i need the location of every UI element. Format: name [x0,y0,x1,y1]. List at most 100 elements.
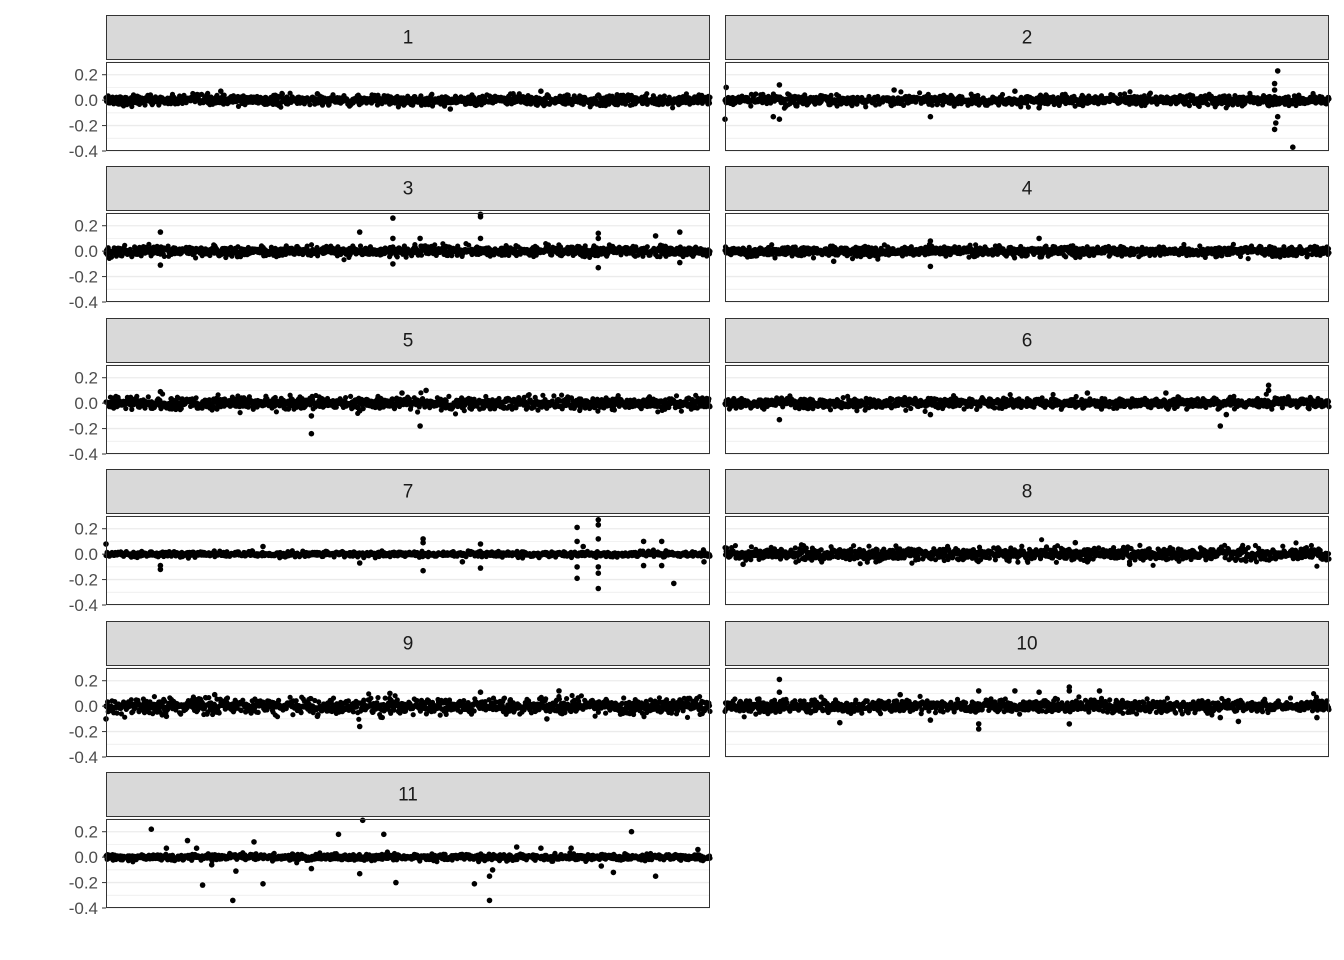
facet-panel-4: 4 [722,166,1332,303]
data-point-outlier [927,263,934,270]
data-point [565,92,571,98]
data-point [193,255,199,261]
data-point [215,392,221,398]
y-tick-label: -0.2 [69,268,98,287]
facet-strip-label: 3 [403,179,414,200]
data-point-outlier [830,258,837,265]
data-point [670,105,676,111]
data-point-outlier [1274,68,1281,74]
data-point [341,257,347,263]
data-point-outlier [595,230,602,237]
data-point [1245,256,1251,262]
data-point [418,252,425,258]
data-point-outlier [218,88,224,94]
facet-panel-2: 2 [722,15,1332,152]
data-point-outlier [677,259,683,266]
data-points [103,88,713,112]
data-point [418,93,424,99]
data-point-outlier [595,264,602,271]
data-point [1012,255,1018,261]
data-point [122,242,128,248]
data-point [142,102,148,108]
facet-panel-1: 10.20.0-0.2-0.4 [69,15,713,161]
data-point [199,91,205,97]
data-point-outlier [776,116,783,122]
data-point [1230,241,1236,247]
data-point [237,410,243,416]
data-point-outlier [1012,88,1018,94]
data-point [748,103,754,109]
data-point-outlier [157,229,164,235]
data-point-outlier [477,235,484,242]
facet-panel-5: 50.20.0-0.2-0.4 [69,318,713,464]
y-tick-label: -0.4 [69,142,98,161]
data-point-outlier [677,229,683,235]
data-point-outlier [652,233,659,239]
data-point [273,409,279,415]
data-point [193,395,199,401]
data-point-outlier [1290,144,1296,150]
data-point-outlier [927,238,934,244]
y-tick-label: -0.2 [69,117,98,136]
facet-strip-label: 2 [1022,28,1033,49]
data-point [644,244,650,250]
data-point-outlier [891,87,897,93]
data-point-outlier [1036,235,1042,242]
data-point-outlier [447,106,454,112]
facet-strip-label: 5 [403,331,414,352]
y-tick-label: 0.0 [74,91,98,110]
data-point-outlier [1271,87,1278,93]
y-tick-label: 0.2 [74,217,98,236]
data-point [929,102,935,108]
facet-panels: 10.20.0-0.2-0.4230.20.0-0.2-0.4450.20.0-… [69,15,1332,918]
data-point-outlier [390,215,396,221]
data-point-outlier [1271,80,1278,87]
data-point-outlier [538,88,544,94]
data-point [1147,90,1153,96]
data-point-outlier [1271,126,1278,133]
data-point [1186,103,1192,109]
facet-strip-label: 4 [1022,179,1033,200]
data-point [348,393,354,399]
data-point-outlier [776,82,783,88]
facet-strip [106,15,710,60]
data-point [769,242,775,248]
data-point [1025,104,1031,110]
data-point-outlier [390,261,396,267]
data-point [644,91,650,97]
data-point [123,405,129,412]
data-point-outlier [595,235,602,242]
data-point-outlier [1036,105,1042,111]
data-point [1063,254,1069,260]
data-point [429,91,435,97]
data-point-outlier [927,113,934,120]
data-point [374,102,381,108]
data-point [308,242,315,248]
data-point [999,91,1006,98]
data-point [545,242,552,248]
data-point [753,91,759,97]
data-point-outlier [477,214,484,220]
data-point [917,90,923,96]
data-point [1205,102,1211,108]
data-point [205,90,211,96]
data-point-outlier [417,235,423,242]
data-point [898,89,904,95]
data-point-outlier [723,84,729,91]
data-point [810,255,817,261]
data-point [343,395,349,401]
data-point [394,254,400,260]
data-point [145,394,151,400]
data-point [279,91,285,97]
data-point-outlier [770,113,777,120]
data-point [278,104,284,110]
data-point-outlier [1273,120,1279,126]
data-point [1127,89,1133,95]
data-point-outlier [314,91,321,97]
data-point [432,242,438,248]
data-point [863,104,869,110]
facet-strip-label: 1 [403,28,414,49]
data-point [235,103,242,109]
data-point [307,102,313,108]
